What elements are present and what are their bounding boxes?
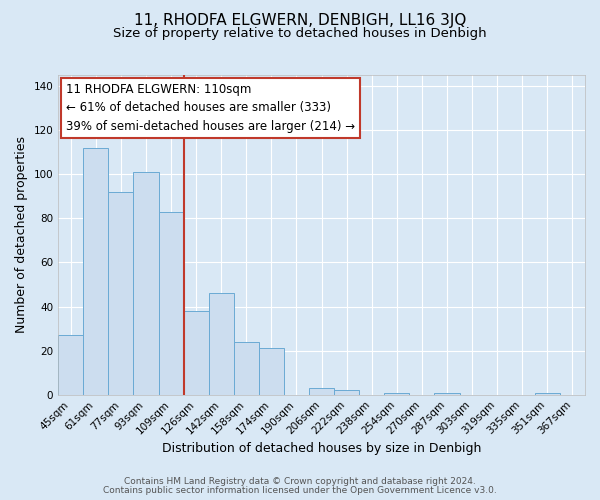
Bar: [234, 342, 259, 394]
Text: 11, RHODFA ELGWERN, DENBIGH, LL16 3JQ: 11, RHODFA ELGWERN, DENBIGH, LL16 3JQ: [134, 12, 466, 28]
Bar: [158, 212, 184, 394]
Bar: [184, 311, 209, 394]
Text: 11 RHODFA ELGWERN: 110sqm
← 61% of detached houses are smaller (333)
39% of semi: 11 RHODFA ELGWERN: 110sqm ← 61% of detac…: [66, 83, 355, 133]
Bar: [133, 172, 158, 394]
Bar: [535, 392, 560, 394]
Bar: [209, 294, 234, 394]
Y-axis label: Number of detached properties: Number of detached properties: [15, 136, 28, 334]
Bar: [434, 392, 460, 394]
Bar: [58, 335, 83, 394]
Text: Size of property relative to detached houses in Denbigh: Size of property relative to detached ho…: [113, 28, 487, 40]
Bar: [259, 348, 284, 395]
Text: Contains HM Land Registry data © Crown copyright and database right 2024.: Contains HM Land Registry data © Crown c…: [124, 477, 476, 486]
X-axis label: Distribution of detached houses by size in Denbigh: Distribution of detached houses by size …: [162, 442, 481, 455]
Text: Contains public sector information licensed under the Open Government Licence v3: Contains public sector information licen…: [103, 486, 497, 495]
Bar: [83, 148, 109, 394]
Bar: [309, 388, 334, 394]
Bar: [109, 192, 133, 394]
Bar: [385, 392, 409, 394]
Bar: [334, 390, 359, 394]
